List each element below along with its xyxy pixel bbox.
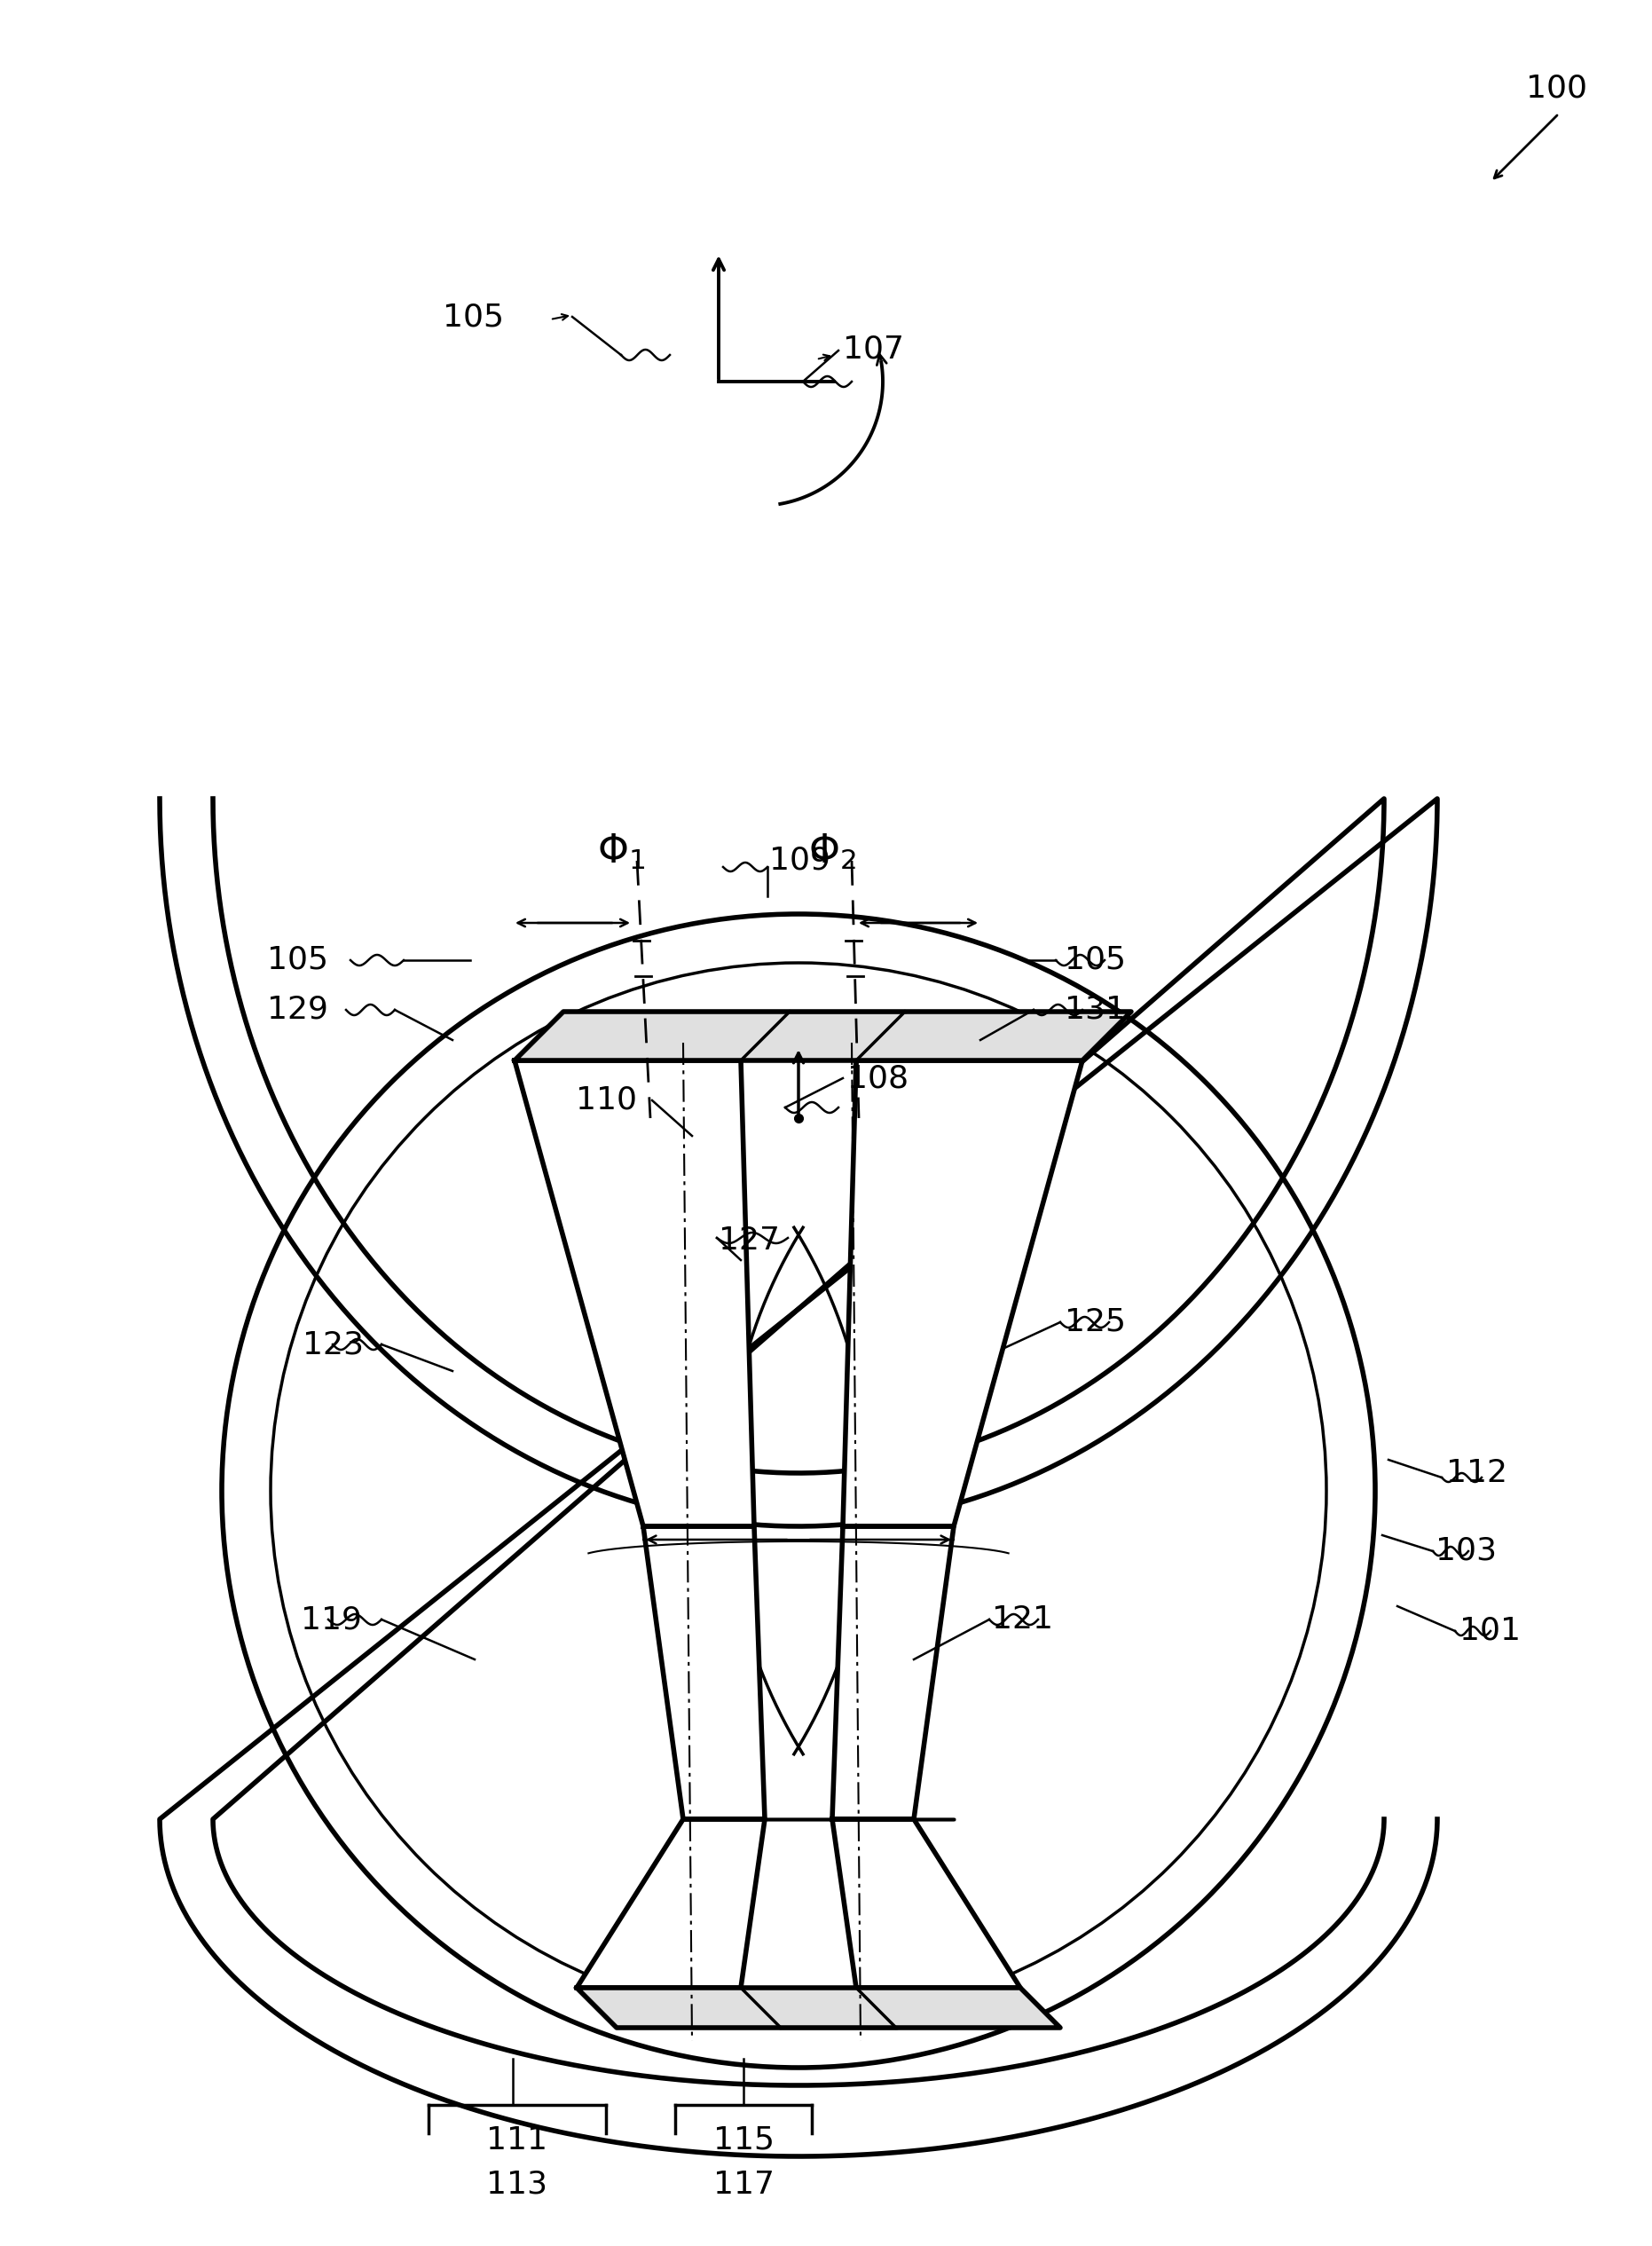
Text: 121: 121 — [991, 1604, 1052, 1635]
Text: 131: 131 — [1064, 995, 1127, 1024]
Text: 119: 119 — [301, 1604, 362, 1635]
Text: 129: 129 — [268, 995, 329, 1024]
Text: 115: 115 — [714, 2125, 775, 2156]
Text: 111: 111 — [487, 2125, 548, 2156]
Polygon shape — [643, 1527, 765, 1819]
Text: 113: 113 — [487, 2170, 548, 2199]
Polygon shape — [843, 1060, 1082, 1527]
Text: 108: 108 — [847, 1062, 909, 1094]
Text: 100: 100 — [1526, 74, 1588, 103]
Text: 105: 105 — [268, 946, 329, 975]
Text: $\Phi_2$: $\Phi_2$ — [808, 833, 856, 871]
Polygon shape — [833, 1527, 953, 1819]
Text: 103: 103 — [1436, 1536, 1497, 1565]
Polygon shape — [577, 1819, 765, 1988]
Polygon shape — [833, 1819, 1021, 1988]
Text: 127: 127 — [719, 1226, 780, 1256]
Text: 123: 123 — [302, 1330, 363, 1359]
Text: 109: 109 — [770, 847, 831, 876]
Text: 105: 105 — [443, 303, 504, 332]
Polygon shape — [577, 1988, 1061, 2028]
Text: 107: 107 — [843, 335, 904, 364]
Polygon shape — [514, 1011, 1132, 1060]
Text: 110: 110 — [577, 1085, 638, 1116]
Text: 125: 125 — [1064, 1307, 1127, 1336]
Text: $\Phi_1$: $\Phi_1$ — [596, 833, 646, 871]
Text: 117: 117 — [714, 2170, 775, 2199]
Text: 105: 105 — [1064, 946, 1127, 975]
Text: 101: 101 — [1459, 1615, 1521, 1646]
Text: 112: 112 — [1446, 1458, 1507, 1489]
Polygon shape — [514, 1060, 753, 1527]
